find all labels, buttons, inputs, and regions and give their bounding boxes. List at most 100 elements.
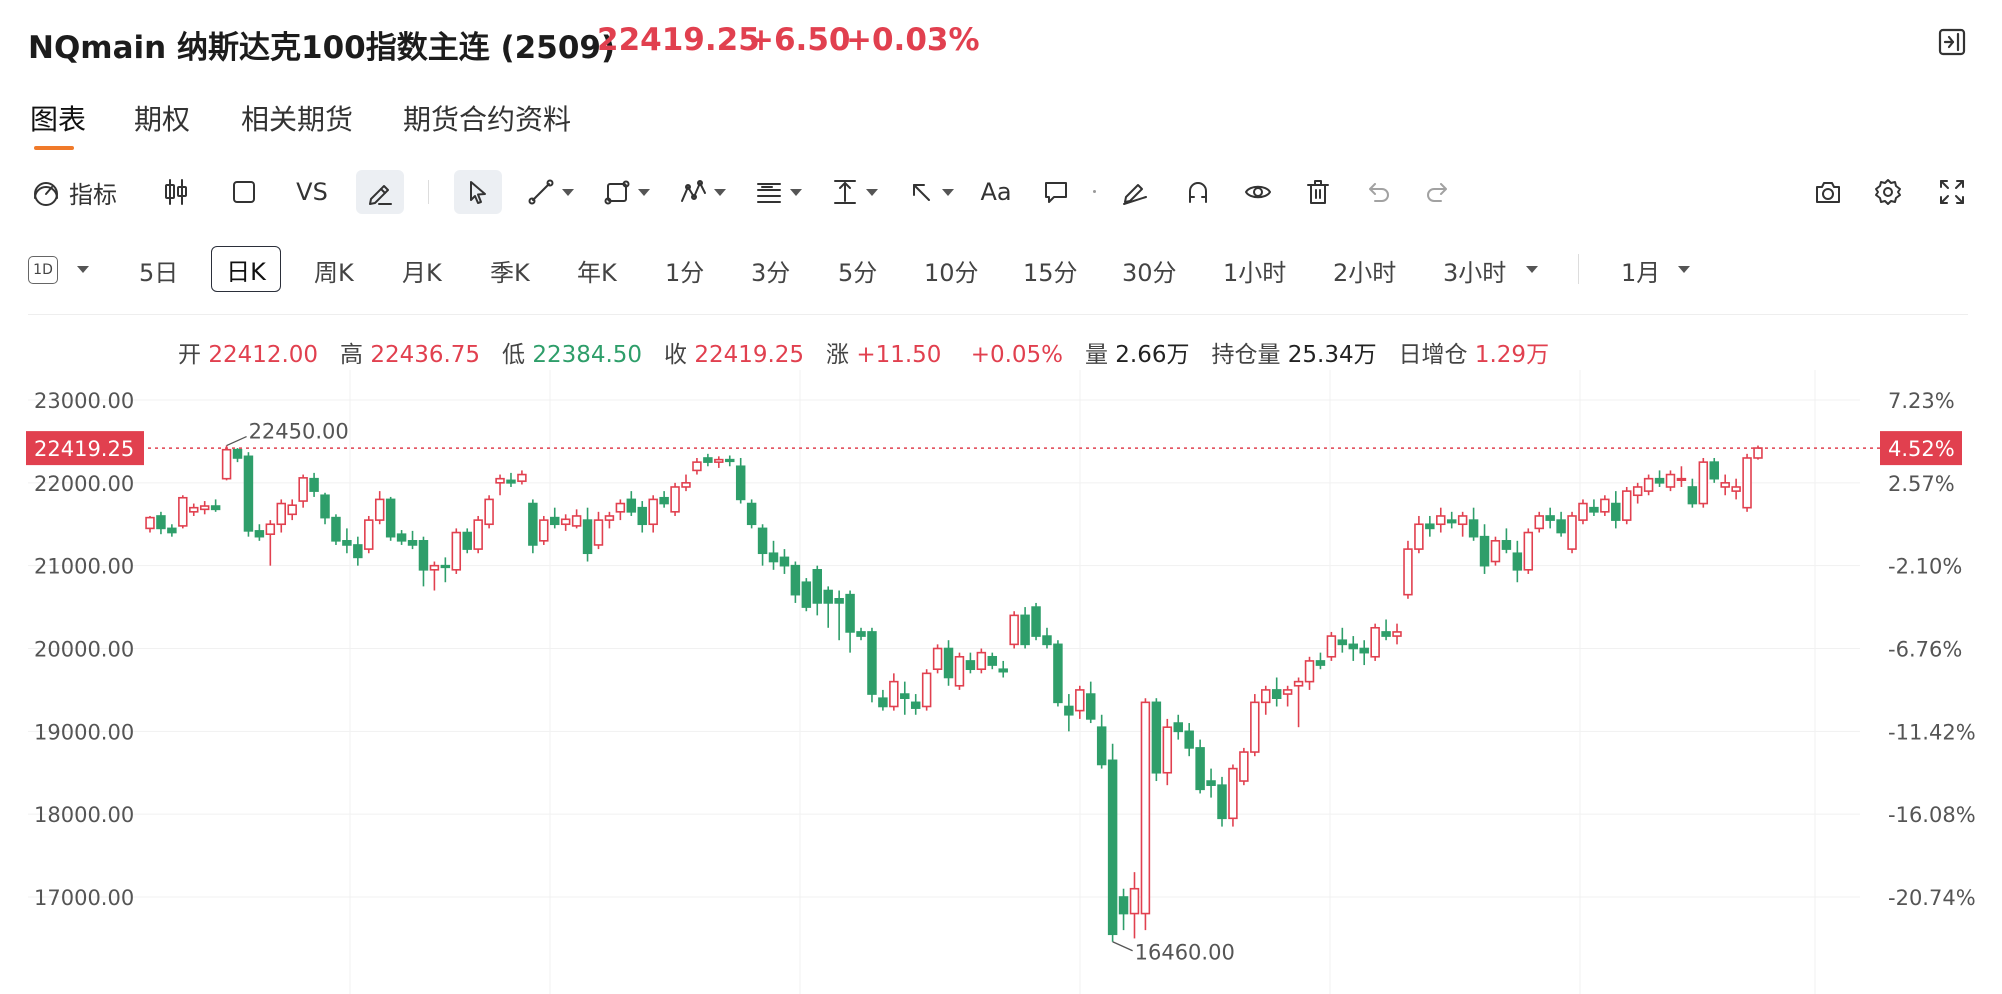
- candle-body: [189, 506, 199, 513]
- cursor-tool[interactable]: [454, 170, 502, 214]
- measure-tool[interactable]: [826, 170, 882, 214]
- y-tick-label: 23000.00: [34, 389, 134, 413]
- trendline-icon: [528, 179, 554, 205]
- volume-value: 2.66万: [1115, 342, 1190, 368]
- candle-body: [1162, 726, 1173, 774]
- candle-type-button[interactable]: [158, 170, 194, 214]
- interval-badge[interactable]: 1D: [28, 256, 58, 284]
- candle-body: [735, 465, 746, 501]
- period-day-active[interactable]: 日K: [211, 246, 281, 292]
- candle-body: [1676, 477, 1687, 481]
- pointer-icon: [470, 181, 486, 204]
- text-tool-label: Aa: [980, 178, 1012, 206]
- chevron-down-icon[interactable]: [1526, 266, 1538, 273]
- candle-body: [954, 655, 965, 687]
- undo-button[interactable]: [1358, 170, 1398, 214]
- period-5day[interactable]: 5日: [139, 259, 179, 287]
- candle-body: [1665, 473, 1676, 488]
- candle-body: [670, 486, 680, 513]
- candle-body: [265, 523, 276, 535]
- candle-body: [1720, 482, 1730, 488]
- arrow-tool[interactable]: [902, 170, 958, 214]
- shape-tool[interactable]: [598, 170, 654, 214]
- axis-labels: 22450.00 16460.00 23000.00 22000.00 21000.00…: [26, 389, 1976, 965]
- tab-related-futures[interactable]: 相关期货: [241, 103, 354, 136]
- period-3hour[interactable]: 3小时: [1443, 259, 1507, 287]
- settings-button[interactable]: [1868, 170, 1908, 214]
- period-divider: [1578, 254, 1579, 284]
- candle-body: [746, 502, 757, 526]
- pattern-tool[interactable]: [674, 170, 730, 214]
- tab-contract-info[interactable]: 期货合约资料: [403, 103, 572, 136]
- tab-chart[interactable]: 图表: [30, 103, 87, 136]
- magnet-tool[interactable]: [1178, 170, 1218, 214]
- period-5min[interactable]: 5分: [838, 259, 878, 287]
- candle-body: [1621, 490, 1632, 521]
- candle-body: [1392, 631, 1402, 637]
- current-price-text: 22419.25: [34, 437, 134, 461]
- screenshot-button[interactable]: [1808, 170, 1848, 214]
- tab-options[interactable]: 期权: [134, 103, 191, 136]
- expand-icon: [1940, 180, 1964, 204]
- candle-body: [867, 631, 877, 695]
- open-interest-value: 25.34万: [1287, 342, 1377, 368]
- candle-body: [790, 564, 801, 596]
- candle-body: [1020, 614, 1030, 646]
- period-year[interactable]: 年K: [577, 259, 617, 287]
- period-1min[interactable]: 1分: [665, 259, 705, 287]
- toolbar-separator: [28, 314, 1968, 315]
- fibonacci-icon: [757, 183, 781, 203]
- line-tool[interactable]: [522, 170, 578, 214]
- change-pct-value: +0.05%: [970, 342, 1064, 368]
- text-tool[interactable]: Aa: [978, 170, 1014, 214]
- fib-tool[interactable]: [750, 170, 806, 214]
- period-30min[interactable]: 30分: [1122, 259, 1177, 287]
- close-value: 22419.25: [694, 342, 805, 368]
- range-select[interactable]: 1月: [1621, 259, 1661, 287]
- period-1hour[interactable]: 1小时: [1223, 259, 1287, 287]
- comment-tool[interactable]: [1036, 170, 1076, 214]
- fullscreen-button[interactable]: [1932, 170, 1972, 214]
- period-week[interactable]: 周K: [314, 259, 354, 287]
- y-tick-label: 21000.00: [34, 555, 134, 579]
- change-value: +11.50: [856, 342, 942, 368]
- chevron-down-icon[interactable]: [77, 266, 89, 273]
- candle-body: [1053, 643, 1063, 704]
- volume-label: 量: [1084, 342, 1108, 368]
- close-label: 收: [664, 342, 687, 368]
- candle-body: [364, 519, 374, 550]
- hide-drawings-tool[interactable]: [1115, 170, 1155, 214]
- candle-body: [1425, 523, 1435, 530]
- candle-body: [1731, 486, 1741, 492]
- visibility-tool[interactable]: [1238, 170, 1278, 214]
- candle-body: [1501, 540, 1512, 550]
- candle-body: [1687, 486, 1698, 505]
- period-quarter[interactable]: 季K: [490, 259, 530, 287]
- period-10min[interactable]: 10分: [924, 259, 979, 287]
- exit-fullscreen-icon[interactable]: [1936, 26, 1968, 58]
- candle-body: [1403, 548, 1413, 596]
- indicator-button[interactable]: 指标: [28, 170, 120, 214]
- indicator-label: 指标: [69, 180, 117, 209]
- delete-tool[interactable]: [1298, 170, 1338, 214]
- period-2hour[interactable]: 2小时: [1333, 259, 1397, 287]
- period-15min[interactable]: 15分: [1023, 259, 1078, 287]
- candle-body: [965, 660, 976, 671]
- candle-body: [1479, 535, 1490, 567]
- candle-body: [1315, 660, 1326, 666]
- open-interest-label: 持仓量: [1211, 342, 1281, 368]
- candles: [145, 445, 1763, 942]
- period-month[interactable]: 月K: [402, 259, 442, 287]
- redo-button[interactable]: [1418, 170, 1458, 214]
- candle-body: [385, 498, 396, 538]
- candle-body: [757, 527, 768, 555]
- current-pct-text: 4.52%: [1888, 437, 1955, 461]
- layout-button[interactable]: [226, 170, 262, 214]
- compare-button[interactable]: VS: [290, 170, 334, 214]
- candle-body: [725, 458, 735, 463]
- chevron-down-icon[interactable]: [1678, 266, 1690, 273]
- period-3min[interactable]: 3分: [751, 259, 791, 287]
- candle-body: [353, 544, 363, 559]
- draw-toggle-button[interactable]: [356, 170, 404, 214]
